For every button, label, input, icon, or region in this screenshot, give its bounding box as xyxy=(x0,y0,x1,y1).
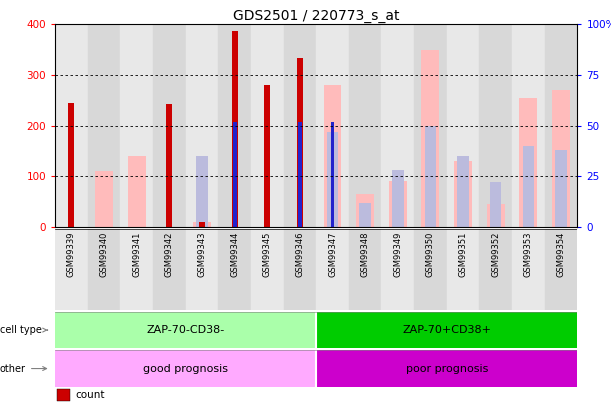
Bar xyxy=(233,122,236,227)
Bar xyxy=(480,229,512,310)
Bar xyxy=(120,229,153,310)
Text: good prognosis: good prognosis xyxy=(143,364,228,373)
Text: GSM99339: GSM99339 xyxy=(67,231,76,277)
Bar xyxy=(193,222,211,227)
Bar xyxy=(454,161,472,227)
Text: cell type: cell type xyxy=(0,325,48,335)
Bar xyxy=(316,312,577,348)
Text: GSM99349: GSM99349 xyxy=(393,231,402,277)
Bar xyxy=(414,229,447,310)
Bar xyxy=(316,24,349,227)
Bar xyxy=(284,229,316,310)
Text: other: other xyxy=(0,364,46,373)
Bar xyxy=(545,229,577,310)
Bar xyxy=(422,50,439,227)
Text: GSM99350: GSM99350 xyxy=(426,231,435,277)
Bar xyxy=(153,229,186,310)
Text: GSM99344: GSM99344 xyxy=(230,231,239,277)
Bar xyxy=(153,24,186,227)
Text: GSM99343: GSM99343 xyxy=(197,231,207,277)
Bar xyxy=(251,24,284,227)
Bar xyxy=(232,31,238,227)
Bar xyxy=(359,202,371,227)
Bar xyxy=(324,85,342,227)
Bar xyxy=(186,229,218,310)
Bar xyxy=(349,229,381,310)
Bar xyxy=(552,90,570,227)
Text: GSM99348: GSM99348 xyxy=(360,231,370,277)
Text: GSM99346: GSM99346 xyxy=(295,231,304,277)
Bar xyxy=(298,122,302,227)
Bar xyxy=(218,24,251,227)
Text: GSM99354: GSM99354 xyxy=(557,231,566,277)
Text: ZAP-70-CD38-: ZAP-70-CD38- xyxy=(147,325,225,335)
Bar xyxy=(196,156,208,227)
Bar xyxy=(519,98,538,227)
Bar xyxy=(128,156,145,227)
Bar xyxy=(381,229,414,310)
Text: poor prognosis: poor prognosis xyxy=(406,364,488,373)
Bar xyxy=(68,103,75,227)
Bar xyxy=(284,24,316,227)
Text: GSM99345: GSM99345 xyxy=(263,231,272,277)
Text: ZAP-70+CD38+: ZAP-70+CD38+ xyxy=(402,325,491,335)
Bar xyxy=(186,24,218,227)
Text: GSM99353: GSM99353 xyxy=(524,231,533,277)
Bar xyxy=(55,24,87,227)
Bar xyxy=(389,181,407,227)
Bar xyxy=(55,350,316,387)
Bar xyxy=(490,182,502,227)
Bar xyxy=(218,229,251,310)
Bar xyxy=(316,350,577,387)
Bar xyxy=(199,222,205,227)
Bar xyxy=(87,24,120,227)
Text: GSM99352: GSM99352 xyxy=(491,231,500,277)
Bar xyxy=(251,229,284,310)
Bar xyxy=(95,171,113,227)
Bar xyxy=(55,312,316,348)
Text: GSM99347: GSM99347 xyxy=(328,231,337,277)
Bar xyxy=(265,85,270,227)
Bar xyxy=(512,24,545,227)
Bar xyxy=(392,170,403,227)
Bar xyxy=(316,229,349,310)
Bar xyxy=(458,156,469,227)
Text: GSM99341: GSM99341 xyxy=(132,231,141,277)
Bar xyxy=(349,24,381,227)
Bar xyxy=(57,389,70,401)
Text: GSM99340: GSM99340 xyxy=(100,231,109,277)
Text: count: count xyxy=(75,390,104,400)
Bar xyxy=(447,229,480,310)
Bar xyxy=(512,229,545,310)
Bar xyxy=(55,229,87,310)
Text: GSM99351: GSM99351 xyxy=(459,231,467,277)
Bar xyxy=(356,194,374,227)
Bar xyxy=(414,24,447,227)
Bar xyxy=(166,104,172,227)
Bar xyxy=(87,229,120,310)
Bar xyxy=(120,24,153,227)
Text: GSM99342: GSM99342 xyxy=(165,231,174,277)
Bar xyxy=(331,122,334,227)
Bar xyxy=(297,58,303,227)
Bar xyxy=(487,204,505,227)
Title: GDS2501 / 220773_s_at: GDS2501 / 220773_s_at xyxy=(233,9,400,23)
Bar xyxy=(555,150,567,227)
Bar xyxy=(327,132,338,227)
Bar xyxy=(480,24,512,227)
Bar xyxy=(522,146,534,227)
Bar xyxy=(447,24,480,227)
Bar xyxy=(545,24,577,227)
Bar xyxy=(425,126,436,227)
Bar xyxy=(381,24,414,227)
